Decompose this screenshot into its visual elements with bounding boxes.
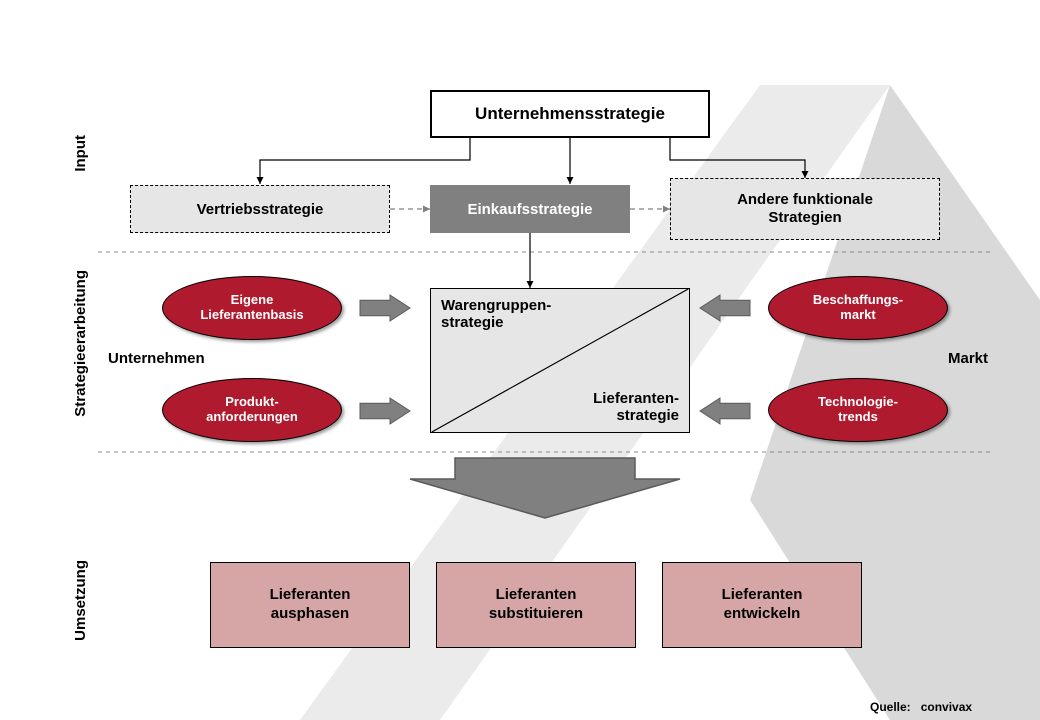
node-unternehmensstrategie: Unternehmensstrategie bbox=[430, 90, 710, 138]
box-label: Lieferantenausphasen bbox=[270, 586, 351, 624]
box-lieferanten-ausphasen: Lieferantenausphasen bbox=[210, 562, 410, 648]
node-einkaufsstrategie: Einkaufsstrategie bbox=[430, 185, 630, 233]
source-label: Quelle: bbox=[870, 700, 911, 714]
ellipse-produktanforderungen: Produkt-anforderungen bbox=[162, 378, 342, 442]
section-label-input: Input bbox=[72, 135, 89, 172]
source-credit: Quelle: convivax bbox=[870, 700, 972, 714]
box-label: Lieferantensubstituieren bbox=[489, 586, 583, 624]
node-andere-strategien: Andere funktionale Strategien bbox=[670, 178, 940, 240]
ellipse-label: EigeneLieferantenbasis bbox=[200, 293, 303, 323]
side-label-markt: Markt bbox=[948, 350, 988, 367]
node-unternehmensstrategie-label: Unternehmensstrategie bbox=[475, 104, 665, 124]
diagram-canvas: Input Strategieerarbeitung Umsetzung Unt… bbox=[0, 0, 1040, 720]
side-label-unternehmen: Unternehmen bbox=[108, 350, 205, 367]
source-value: convivax bbox=[921, 700, 972, 714]
ellipse-beschaffungsmarkt: Beschaffungs-markt bbox=[768, 276, 948, 340]
node-vertriebsstrategie: Vertriebsstrategie bbox=[130, 185, 390, 233]
box-label: Lieferantenentwickeln bbox=[722, 586, 803, 624]
box-lieferanten-entwickeln: Lieferantenentwickeln bbox=[662, 562, 862, 648]
ellipse-technologietrends: Technologie-trends bbox=[768, 378, 948, 442]
node-einkaufsstrategie-label: Einkaufsstrategie bbox=[467, 201, 592, 218]
node-andere-strategien-label: Andere funktionale Strategien bbox=[737, 191, 873, 227]
ellipse-label: Produkt-anforderungen bbox=[206, 395, 298, 425]
panel-lieferanten-label: Lieferanten- strategie bbox=[593, 390, 679, 424]
center-strategy-panel: Warengruppen- strategie Lieferanten- str… bbox=[430, 288, 690, 433]
box-lieferanten-substituieren: Lieferantensubstituieren bbox=[436, 562, 636, 648]
ellipse-eigene-lieferantenbasis: EigeneLieferantenbasis bbox=[162, 276, 342, 340]
node-vertriebsstrategie-label: Vertriebsstrategie bbox=[197, 201, 324, 218]
ellipse-label: Beschaffungs-markt bbox=[813, 293, 903, 323]
section-label-bottom: Umsetzung bbox=[72, 560, 89, 641]
section-label-middle: Strategieerarbeitung bbox=[72, 270, 89, 417]
panel-warengruppen-label: Warengruppen- strategie bbox=[441, 297, 551, 331]
ellipse-label: Technologie-trends bbox=[818, 395, 898, 425]
